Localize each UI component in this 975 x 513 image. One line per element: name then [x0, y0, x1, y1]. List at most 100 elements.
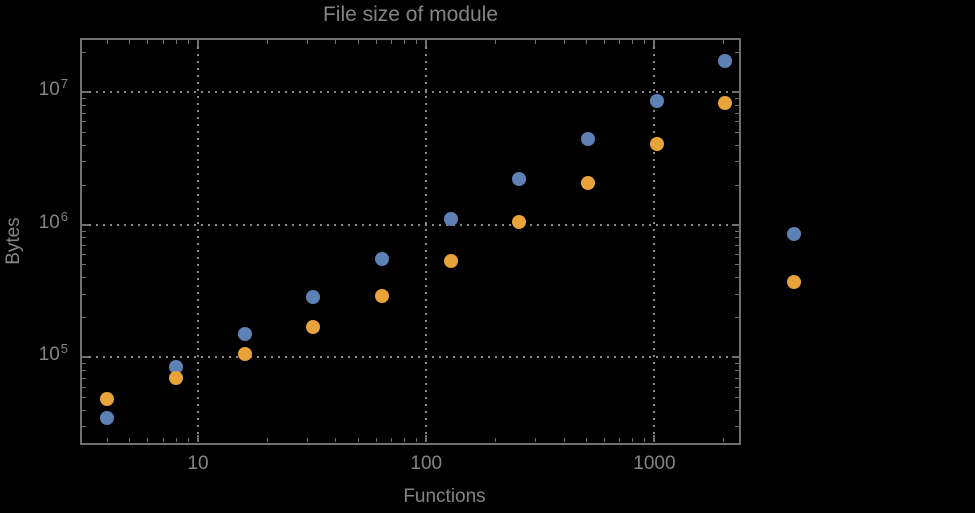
y-minor-tick — [735, 98, 739, 100]
data-point-blue-series-x256 — [512, 172, 527, 187]
x-major-tick — [425, 435, 428, 442]
x-minor-tick — [563, 438, 565, 442]
y-minor-tick — [735, 104, 739, 106]
data-point-orange-series-x32 — [306, 320, 321, 335]
y-minor-tick — [82, 131, 86, 133]
y-minor-tick — [82, 264, 86, 266]
x-minor-tick — [603, 40, 605, 44]
y-minor-tick — [735, 409, 739, 411]
data-point-blue-series-x4 — [100, 410, 115, 425]
y-minor-tick — [82, 363, 86, 365]
y-major-tick — [732, 223, 739, 226]
x-minor-tick — [563, 40, 565, 44]
data-point-blue-series-x4096 — [787, 226, 802, 241]
x-minor-tick — [147, 40, 149, 44]
plot-frame — [80, 38, 741, 445]
x-minor-tick — [357, 438, 359, 442]
x-minor-tick — [619, 40, 621, 44]
x-minor-tick — [415, 40, 417, 44]
data-point-blue-series-x2048 — [718, 54, 733, 69]
x-minor-tick — [535, 438, 537, 442]
y-minor-tick — [735, 245, 739, 247]
y-minor-tick — [735, 52, 739, 54]
x-minor-tick — [603, 438, 605, 442]
x-minor-tick — [404, 40, 406, 44]
x-tick-label-10: 10 — [187, 453, 209, 474]
data-point-orange-series-x256 — [512, 215, 527, 230]
y-tick-base: 10 — [38, 79, 60, 101]
x-major-tick — [653, 435, 656, 442]
data-point-orange-series-x1024 — [649, 137, 664, 152]
y-minor-tick — [735, 293, 739, 295]
x-minor-tick — [404, 438, 406, 442]
gridline-x-10 — [197, 40, 200, 443]
y-minor-tick — [82, 245, 86, 247]
x-minor-tick — [107, 40, 109, 44]
x-minor-tick — [643, 438, 645, 442]
x-minor-tick — [147, 438, 149, 442]
x-minor-tick — [535, 40, 537, 44]
y-minor-tick — [735, 237, 739, 239]
x-minor-tick — [306, 438, 308, 442]
gridline-y-1000000 — [82, 223, 739, 226]
x-minor-tick — [723, 438, 725, 442]
y-major-tick — [82, 223, 89, 226]
x-minor-tick — [187, 40, 189, 44]
data-point-blue-series-x1024 — [649, 93, 664, 108]
data-point-orange-series-x2048 — [718, 95, 733, 110]
y-minor-tick — [82, 52, 86, 54]
data-point-blue-series-x16 — [237, 326, 252, 341]
x-minor-tick — [175, 438, 177, 442]
y-minor-tick — [82, 104, 86, 106]
y-minor-tick — [82, 277, 86, 279]
data-point-blue-series-x512 — [581, 132, 596, 147]
x-minor-tick — [390, 438, 392, 442]
data-point-orange-series-x8 — [168, 370, 183, 385]
y-minor-tick — [735, 230, 739, 232]
y-tick-label-10^5: 105 — [0, 341, 68, 366]
y-tick-base: 10 — [38, 211, 60, 233]
x-minor-tick — [632, 438, 634, 442]
y-minor-tick — [82, 293, 86, 295]
y-minor-tick — [735, 184, 739, 186]
x-minor-tick — [723, 40, 725, 44]
y-minor-tick — [82, 121, 86, 123]
x-minor-tick — [335, 438, 337, 442]
y-minor-tick — [82, 230, 86, 232]
y-minor-tick — [82, 237, 86, 239]
x-minor-tick — [415, 438, 417, 442]
x-minor-tick — [643, 40, 645, 44]
y-minor-tick — [82, 144, 86, 146]
gridline-x-100 — [425, 40, 428, 443]
y-minor-tick — [735, 363, 739, 365]
x-minor-tick — [162, 438, 164, 442]
x-minor-tick — [375, 40, 377, 44]
y-minor-tick — [82, 409, 86, 411]
y-tick-exponent: 7 — [60, 76, 68, 92]
y-minor-tick — [82, 386, 86, 388]
y-minor-tick — [82, 112, 86, 114]
y-major-tick — [732, 91, 739, 94]
x-minor-tick — [390, 40, 392, 44]
chart-title: File size of module — [322, 3, 499, 26]
x-minor-tick — [585, 438, 587, 442]
y-minor-tick — [82, 253, 86, 255]
y-major-tick — [82, 91, 89, 94]
x-minor-tick — [335, 40, 337, 44]
x-minor-tick — [266, 40, 268, 44]
y-minor-tick — [735, 317, 739, 319]
y-minor-tick — [735, 377, 739, 379]
x-minor-tick — [175, 40, 177, 44]
x-minor-tick — [494, 40, 496, 44]
y-minor-tick — [735, 161, 739, 163]
data-point-orange-series-x4 — [100, 392, 115, 407]
x-minor-tick — [187, 438, 189, 442]
y-tick-base: 10 — [38, 344, 60, 366]
y-minor-tick — [82, 369, 86, 371]
x-tick-label-1000: 1000 — [633, 453, 676, 474]
y-minor-tick — [82, 397, 86, 398]
x-minor-tick — [107, 438, 109, 442]
data-point-orange-series-x4096 — [787, 274, 802, 289]
y-major-tick — [732, 356, 739, 359]
